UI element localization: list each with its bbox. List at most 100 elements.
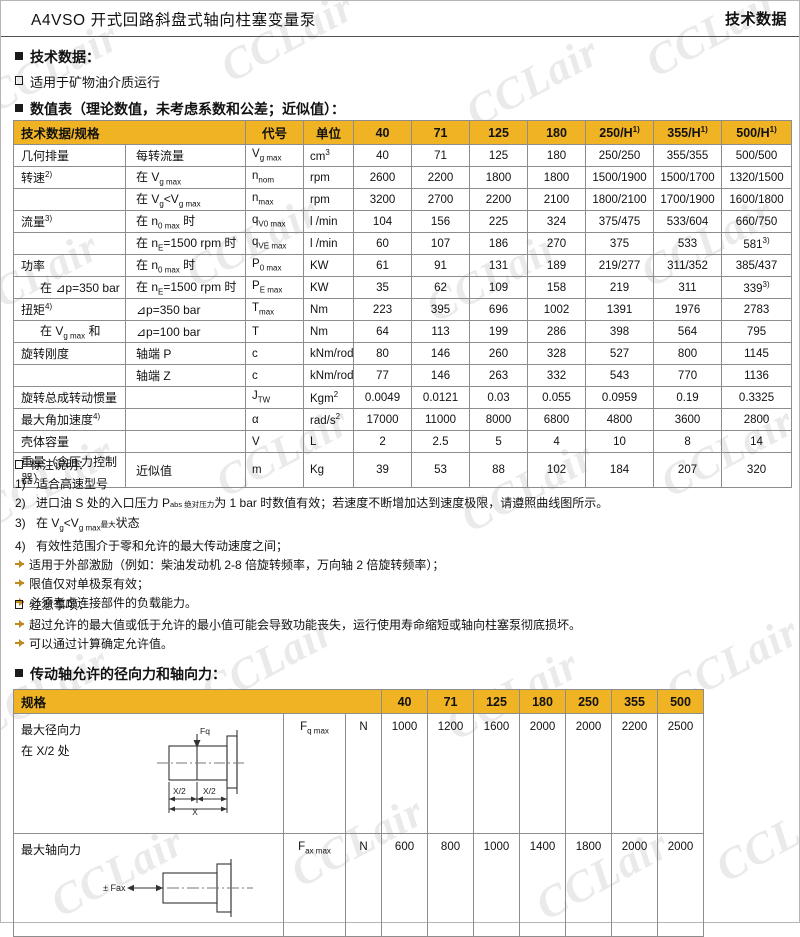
- row-value: 39: [353, 452, 413, 488]
- radial-force-value: 2000: [519, 713, 567, 834]
- table-row: 几何排量 每转流量 Vg max cm3 40 71 125 180 250/250 355/35…: [13, 144, 793, 167]
- row-value: 5813): [721, 232, 793, 255]
- row-sub-label: 在 n0 max 时: [124, 210, 247, 233]
- row-value: 71: [411, 144, 471, 167]
- row-symbol: JTW: [245, 386, 305, 409]
- col-header-500h: 500/H1): [721, 120, 793, 145]
- caution-list: 超过允许的最大值或低于允许的最小值可能会导致功能丧失，运行使用寿命缩短或轴向柱塞…: [15, 616, 755, 654]
- table-row: 流量3) 在 n0 max 时 qV0 max l /min 104 156 225 324 3…: [13, 210, 793, 233]
- radial-force-label-1: 最大径向力: [21, 723, 82, 737]
- axial-force-value: 600: [381, 833, 429, 937]
- main-table-body: 几何排量 每转流量 Vg max cm3 40 71 125 180 250/250 355/35…: [13, 144, 793, 488]
- row-sub-label: 每转流量: [124, 144, 247, 167]
- arrow-bullet-icon: [15, 598, 24, 607]
- force-col-header-355: 355: [611, 689, 659, 714]
- row-value: 250/250: [585, 144, 655, 167]
- row-value: 543: [585, 364, 655, 387]
- row-value: 0.3325: [721, 386, 793, 409]
- table-row: 重量（含压力控制器） 近似值 m Kg 39 53 88 102 184 207 320: [13, 452, 793, 488]
- subheading-mineral-oil-label: 适用于矿物油介质运行: [30, 75, 161, 90]
- row-unit: rpm: [303, 188, 355, 211]
- force-col-header-180: 180: [519, 689, 567, 714]
- row-value: 800: [653, 342, 723, 365]
- footnote-arrow-item: 限值仅对单极泵有效；: [15, 575, 715, 594]
- footnote-list: 1) 适合高速型号 2) 进口油 S 处的入口压力 Pabs 绝对压力为 1 bar …: [15, 475, 715, 556]
- force-col-header-500: 500: [657, 689, 705, 714]
- row-value: 1391: [585, 298, 655, 321]
- row-value: 40: [353, 144, 413, 167]
- footnote-number: 3): [15, 516, 26, 530]
- table-row: 功率在 n0 max 时 P0 max KW 61 91 131 189 219/277 311…: [13, 254, 793, 277]
- row-value: 8000: [469, 408, 529, 431]
- row-sub-label: 轴端 P: [124, 342, 247, 365]
- row-value: 527: [585, 342, 655, 365]
- table-row: 壳体容量 V L 2 2.5 5 4 10 8 14: [13, 430, 793, 453]
- row-value: 311: [653, 276, 723, 299]
- radial-force-value: 2500: [657, 713, 705, 834]
- heading-value-table-label: 数值表（理论数值，未考虑系数和公差；近似值）：: [30, 101, 345, 117]
- footnote-block: 标注说明： 1) 适合高速型号 2) 进口油 S 处的入口压力 Pabs 绝对压力为 …: [15, 456, 715, 613]
- row-unit: KW: [303, 276, 355, 299]
- radial-force-value: 2200: [611, 713, 659, 834]
- row-sub-label: 在 nE=1500 rpm 时: [124, 276, 247, 299]
- row-value: 533: [653, 232, 723, 255]
- row-value: 1500/1900: [585, 166, 655, 189]
- row-unit: cm3: [303, 144, 355, 167]
- force-col-header-spec: 规格: [12, 689, 383, 714]
- row-value: 2: [353, 430, 413, 453]
- row-value: 225: [469, 210, 529, 233]
- row-symbol: Tmax: [245, 298, 305, 321]
- axial-force-value: 1400: [519, 833, 567, 937]
- footnote-text: 限值仅对单极泵有效；: [29, 577, 150, 592]
- row-value: 156: [411, 210, 471, 233]
- row-symbol: c: [245, 342, 305, 365]
- section-technical-data: 技术数据：: [15, 47, 100, 67]
- row-unit: L: [303, 430, 355, 453]
- row-unit: l /min: [303, 232, 355, 255]
- row-value: 0.03: [469, 386, 529, 409]
- row-value: 2700: [411, 188, 471, 211]
- row-value: 375/475: [585, 210, 655, 233]
- row-symbol: qVE max: [245, 232, 305, 255]
- row-value: 10: [585, 430, 655, 453]
- row-sub-label: 近似值: [124, 452, 247, 488]
- page-title: A4VSO 开式回路斜盘式轴向柱塞变量泵: [31, 11, 316, 29]
- force-col-header-125: 125: [473, 689, 521, 714]
- row-value: 17000: [353, 408, 413, 431]
- row-value: 1976: [653, 298, 723, 321]
- diagram-label-x: X: [192, 807, 198, 816]
- col-header-40: 40: [353, 120, 413, 145]
- footnote-number: 4): [15, 539, 26, 554]
- row-value: 223: [353, 298, 413, 321]
- row-value: 64: [353, 320, 413, 343]
- row-value: 564: [653, 320, 723, 343]
- footnote-arrow-item: 必须考虑连接部件的负载能力。: [15, 594, 715, 613]
- row-sub-label: [124, 430, 247, 453]
- hollow-square-bullet-icon: [15, 460, 23, 469]
- table-row: 最大轴向力: [13, 833, 705, 937]
- footnote-text: 必须考虑连接部件的负载能力。: [29, 596, 198, 611]
- row-value: 1800: [469, 166, 529, 189]
- table-row: 旋转总成转动惯量 JTW Kgm2 0.0049 0.0121 0.03 0.055 0.09…: [13, 386, 793, 409]
- hollow-square-bullet-icon: [15, 600, 23, 609]
- force-table-body: 最大径向力 在 X/2 处: [13, 713, 705, 937]
- row-group-label: 在 ⊿p=350 bar: [13, 276, 126, 299]
- footnote-number: 1): [15, 477, 26, 491]
- row-value: 102: [527, 452, 587, 488]
- row-value: 109: [469, 276, 529, 299]
- force-table-wrapper: 规格 40 71 125 180 250 355 500 最大径向力 在 X/2…: [12, 689, 705, 937]
- footnote-title-row: 标注说明：: [15, 456, 715, 473]
- col-header-71: 71: [411, 120, 471, 145]
- row-value: 5: [469, 430, 529, 453]
- footnote-item: 4) 有效性范围介于零和允许的最大传动速度之间；: [15, 537, 715, 556]
- row-value: 4800: [585, 408, 655, 431]
- diagram-label-fq: Fq: [200, 726, 210, 736]
- row-value: 328: [527, 342, 587, 365]
- footnote-text: 进口油 S 处的入口压力 Pabs 绝对压力为 1 bar 时数值有效；若速度不…: [36, 496, 609, 510]
- table-row: 在 Vg<Vg max nmax rpm 3200 2700 2200 2100 1800/2…: [13, 188, 793, 211]
- row-value: 375: [585, 232, 655, 255]
- row-symbol: P0 max: [245, 254, 305, 277]
- footnote-item: 1) 适合高速型号: [15, 475, 715, 494]
